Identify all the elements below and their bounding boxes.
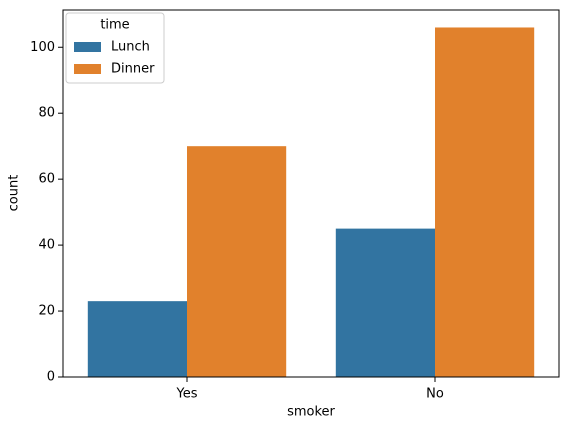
legend-title: time — [100, 18, 129, 33]
y-axis-label: count — [7, 175, 22, 212]
x-axis-label: smoker — [287, 405, 335, 420]
x-tick-label: Yes — [176, 387, 198, 402]
y-tick-label: 80 — [38, 106, 55, 121]
y-tick-label: 0 — [47, 370, 55, 385]
y-tick-label: 40 — [38, 238, 55, 253]
legend-label: Dinner — [111, 62, 155, 77]
y-tick-label: 100 — [30, 40, 55, 55]
bar — [187, 146, 287, 377]
legend-label: Lunch — [111, 40, 150, 55]
axes-frame — [62, 9, 560, 378]
legend-swatch — [74, 64, 101, 74]
y-tick-label: 60 — [38, 172, 55, 187]
bar — [335, 228, 435, 377]
x-tick-label: No — [426, 387, 444, 402]
y-tick-label: 20 — [38, 304, 55, 319]
bar — [435, 27, 535, 377]
legend-swatch — [74, 42, 101, 52]
bar — [87, 301, 187, 377]
